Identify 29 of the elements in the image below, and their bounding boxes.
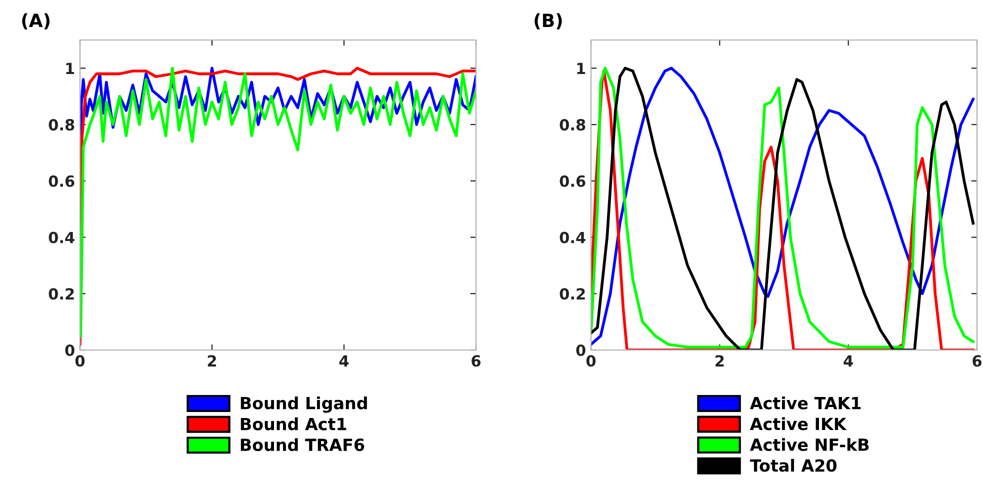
legend-label: Total A20 [750,458,836,472]
legend-label: Bound Ligand [240,396,367,413]
text: (A) [22,13,50,30]
x-tick-label: 2 [208,355,216,366]
y-tick-label: 0.2 [48,288,74,300]
y-tick-label: 0.2 [560,288,585,300]
legend-label: Active NF-kB [750,438,869,452]
y-tick-label: 0.4 [48,232,74,244]
y-tick-label: 0.4 [560,232,586,244]
y-tick-label: 0.8 [48,119,74,131]
y-tick-label: 1 [66,62,74,74]
x-tick-label: 0 [586,355,596,367]
x-tick-label: 6 [472,355,480,367]
legend-label: Bound TRAF6 [240,438,364,452]
y-tick-label: 0 [65,344,74,356]
y-tick-label: 0.6 [48,175,74,187]
x-tick-label: 6 [972,355,982,367]
x-tick-label: 4 [844,355,853,366]
y-tick-label: 0.6 [560,175,586,187]
legend-label: Active IKK [750,417,847,430]
x-tick-label: 2 [716,355,724,366]
x-tick-label: 0 [75,355,85,367]
legend-label: Bound Act1 [240,417,346,430]
text: (B) [534,13,562,30]
legend-label: Active TAK1 [750,396,861,410]
y-tick-label: 1 [577,62,586,74]
x-tick-label: 4 [339,355,349,366]
y-tick-label: 0.8 [560,119,586,131]
y-tick-label: 0 [576,344,586,356]
